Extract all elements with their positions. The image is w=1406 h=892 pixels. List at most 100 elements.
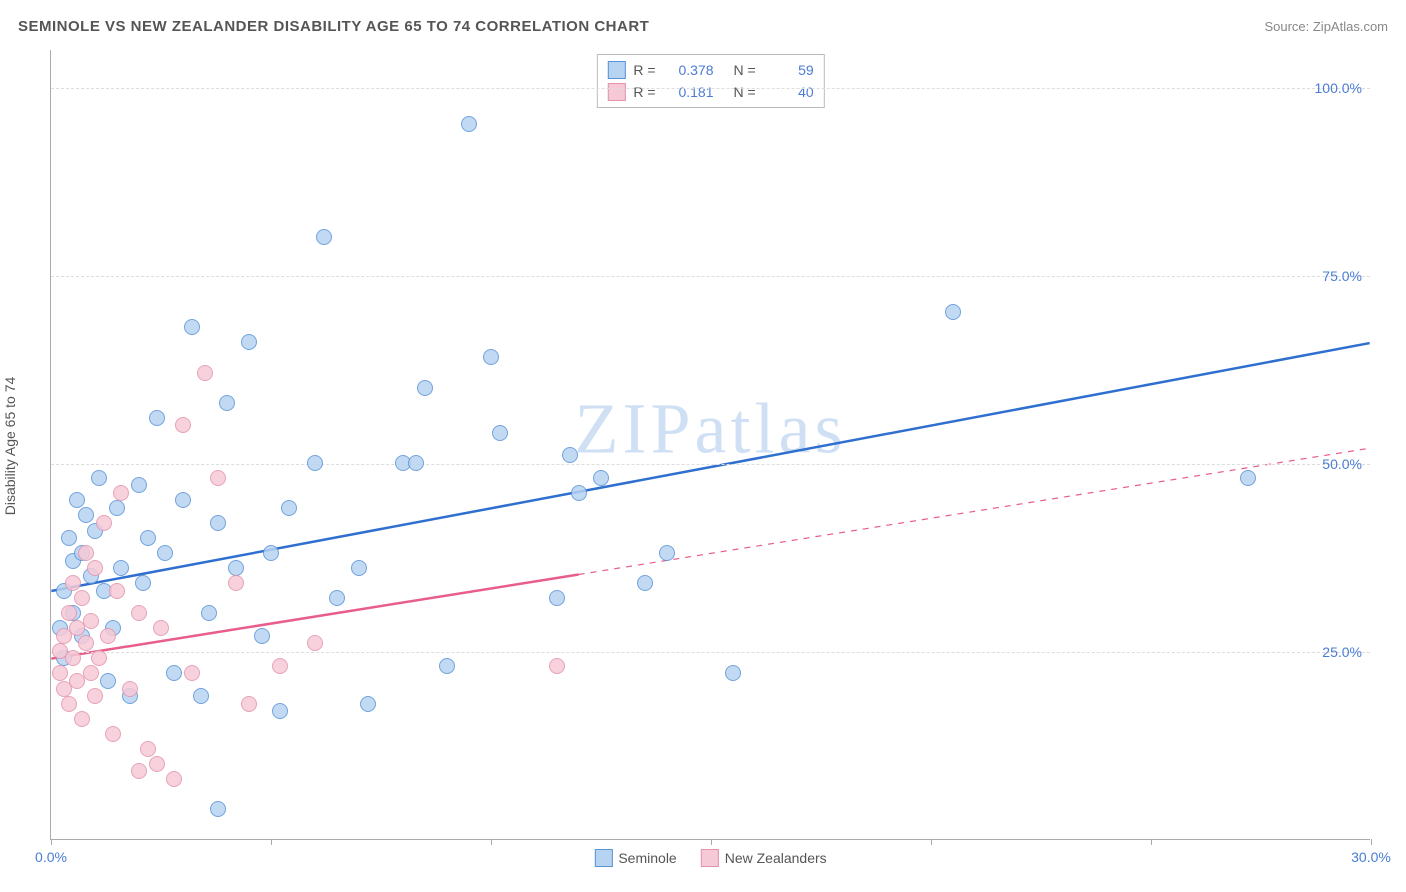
stats-row-newzealanders: R =0.181N =40	[607, 81, 813, 103]
data-point-seminole	[351, 560, 367, 576]
data-point-newzealanders	[96, 515, 112, 531]
trendline-extrapolated-newzealanders	[579, 448, 1370, 574]
x-tick	[271, 839, 272, 845]
data-point-newzealanders	[61, 696, 77, 712]
data-point-seminole	[281, 500, 297, 516]
data-point-newzealanders	[65, 650, 81, 666]
gridline	[51, 652, 1370, 653]
swatch-seminole	[594, 849, 612, 867]
data-point-seminole	[91, 470, 107, 486]
stat-N-value: 59	[764, 62, 814, 78]
data-point-newzealanders	[131, 763, 147, 779]
y-tick-label: 25.0%	[1322, 644, 1362, 660]
data-point-seminole	[461, 116, 477, 132]
stat-N-value: 40	[764, 84, 814, 100]
data-point-newzealanders	[122, 681, 138, 697]
stat-R-value: 0.378	[664, 62, 714, 78]
x-tick-label: 30.0%	[1351, 849, 1391, 865]
data-point-newzealanders	[228, 575, 244, 591]
data-point-seminole	[69, 492, 85, 508]
data-point-newzealanders	[78, 635, 94, 651]
data-point-newzealanders	[175, 417, 191, 433]
data-point-newzealanders	[87, 688, 103, 704]
data-point-seminole	[439, 658, 455, 674]
data-point-newzealanders	[307, 635, 323, 651]
data-point-newzealanders	[166, 771, 182, 787]
x-tick	[1151, 839, 1152, 845]
y-tick-label: 75.0%	[1322, 268, 1362, 284]
data-point-seminole	[193, 688, 209, 704]
x-tick	[711, 839, 712, 845]
gridline	[51, 88, 1370, 89]
data-point-seminole	[263, 545, 279, 561]
stats-legend-box: R = 0.378 N = 59 R =0.181N =40	[596, 54, 824, 108]
data-point-seminole	[100, 673, 116, 689]
data-point-newzealanders	[184, 665, 200, 681]
data-point-seminole	[329, 590, 345, 606]
chart-source: Source: ZipAtlas.com	[1264, 19, 1388, 34]
data-point-seminole	[175, 492, 191, 508]
data-point-newzealanders	[153, 620, 169, 636]
swatch-seminole	[607, 61, 625, 79]
data-point-seminole	[166, 665, 182, 681]
data-point-seminole	[135, 575, 151, 591]
data-point-seminole	[483, 349, 499, 365]
gridline	[51, 464, 1370, 465]
data-point-seminole	[417, 380, 433, 396]
data-point-seminole	[254, 628, 270, 644]
data-point-seminole	[725, 665, 741, 681]
data-point-newzealanders	[87, 560, 103, 576]
data-point-newzealanders	[113, 485, 129, 501]
x-tick-label: 0.0%	[35, 849, 67, 865]
data-point-seminole	[113, 560, 129, 576]
stat-R-label: R =	[633, 84, 655, 100]
data-point-newzealanders	[549, 658, 565, 674]
legend-item-newzealanders: New Zealanders	[701, 849, 827, 867]
data-point-seminole	[228, 560, 244, 576]
data-point-seminole	[316, 229, 332, 245]
data-point-seminole	[149, 410, 165, 426]
stat-N-label: N =	[734, 62, 756, 78]
stat-R-label: R =	[633, 62, 655, 78]
data-point-seminole	[637, 575, 653, 591]
data-point-seminole	[201, 605, 217, 621]
data-point-newzealanders	[61, 605, 77, 621]
data-point-newzealanders	[83, 665, 99, 681]
data-point-seminole	[78, 507, 94, 523]
chart-header: SEMINOLE VS NEW ZEALANDER DISABILITY AGE…	[18, 18, 1388, 35]
data-point-seminole	[549, 590, 565, 606]
data-point-newzealanders	[109, 583, 125, 599]
data-point-seminole	[593, 470, 609, 486]
series-legend: SeminoleNew Zealanders	[594, 849, 826, 867]
data-point-newzealanders	[91, 650, 107, 666]
y-tick-label: 50.0%	[1322, 456, 1362, 472]
scatter-chart: ZIPatlas R =0.378N =59R =0.181N =40 Semi…	[50, 50, 1370, 840]
data-point-seminole	[157, 545, 173, 561]
y-axis-label: Disability Age 65 to 74	[2, 377, 18, 516]
swatch-newzealanders	[607, 83, 625, 101]
data-point-seminole	[241, 334, 257, 350]
trendline-seminole	[51, 343, 1369, 591]
data-point-newzealanders	[78, 545, 94, 561]
data-point-seminole	[945, 304, 961, 320]
data-point-newzealanders	[65, 575, 81, 591]
data-point-seminole	[109, 500, 125, 516]
watermark: ZIPatlas	[575, 387, 847, 470]
data-point-seminole	[272, 703, 288, 719]
chart-title: SEMINOLE VS NEW ZEALANDER DISABILITY AGE…	[18, 18, 649, 35]
stats-row-seminole: R = 0.378 N = 59	[607, 59, 813, 81]
data-point-newzealanders	[100, 628, 116, 644]
data-point-seminole	[219, 395, 235, 411]
data-point-newzealanders	[140, 741, 156, 757]
data-point-seminole	[659, 545, 675, 561]
swatch-newzealanders	[701, 849, 719, 867]
data-point-newzealanders	[131, 605, 147, 621]
data-point-newzealanders	[241, 696, 257, 712]
gridline	[51, 276, 1370, 277]
data-point-seminole	[492, 425, 508, 441]
data-point-seminole	[571, 485, 587, 501]
data-point-newzealanders	[83, 613, 99, 629]
legend-label: New Zealanders	[725, 850, 827, 866]
data-point-seminole	[1240, 470, 1256, 486]
data-point-newzealanders	[149, 756, 165, 772]
